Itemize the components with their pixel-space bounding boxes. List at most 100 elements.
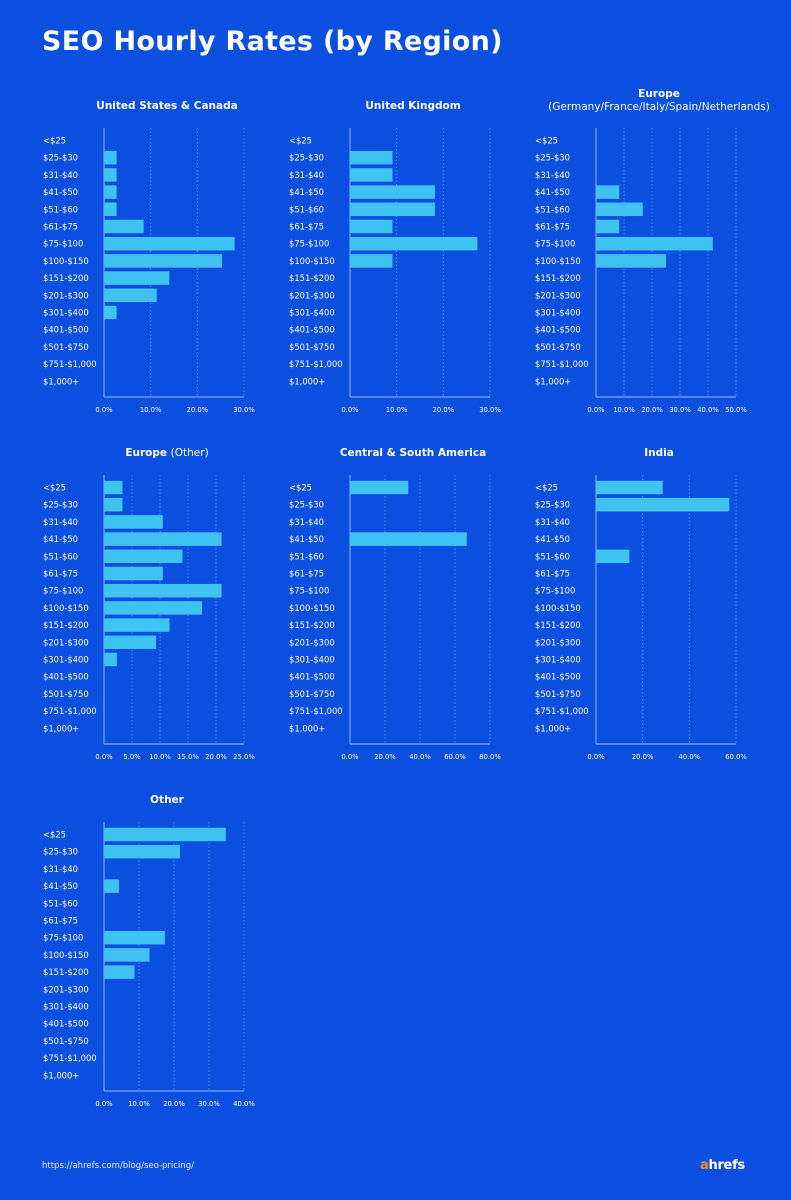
x-tick-label: 10.0%: [149, 753, 171, 761]
bar: [104, 305, 117, 320]
bar: [350, 254, 393, 268]
bar: [104, 515, 163, 529]
category-label: <$25: [43, 136, 66, 146]
category-label: $100-$150: [43, 256, 89, 266]
category-label: <$25: [289, 136, 312, 146]
category-label: $51-$60: [535, 551, 570, 561]
category-label: $301-$400: [535, 655, 581, 665]
category-label: $501-$750: [43, 1036, 89, 1046]
x-tick-label: 10.0%: [613, 406, 635, 414]
bar: [104, 202, 117, 217]
category-label: $751-$1,000: [43, 1053, 97, 1063]
category-label: $401-$500: [43, 325, 89, 335]
category-label: $751-$1,000: [289, 359, 343, 369]
category-label: $501-$750: [289, 342, 335, 352]
category-label: $61-$75: [43, 222, 78, 232]
category-label: $151-$200: [289, 273, 335, 283]
x-tick-label: 30.0%: [198, 1100, 220, 1108]
x-tick-label: 20.0%: [374, 753, 396, 761]
category-label: $41-$50: [535, 534, 570, 544]
x-tick-label: 20.0%: [187, 406, 209, 414]
chart-title: United Kingdom: [288, 100, 538, 113]
category-label: $75-$100: [289, 239, 329, 249]
bar: [104, 652, 117, 667]
x-tick-label: 20.0%: [632, 753, 654, 761]
category-label: $1,000+: [289, 723, 325, 733]
x-tick-label: 0.0%: [95, 406, 113, 414]
category-label: $61-$75: [43, 916, 78, 926]
category-label: $31-$40: [289, 170, 324, 180]
category-label: $51-$60: [289, 551, 324, 561]
category-label: $25-$30: [289, 500, 324, 510]
x-tick-label: 0.0%: [95, 753, 113, 761]
category-label: <$25: [535, 483, 558, 493]
category-label: $41-$50: [43, 881, 78, 891]
category-label: $61-$75: [289, 569, 324, 579]
x-tick-label: 10.0%: [128, 1100, 150, 1108]
category-label: $25-$30: [535, 500, 570, 510]
bar: [104, 844, 180, 859]
category-label: $1,000+: [43, 376, 79, 386]
x-tick-label: 40.0%: [697, 406, 719, 414]
category-label: <$25: [43, 483, 66, 493]
bar: [104, 618, 170, 632]
bar: [104, 635, 157, 650]
category-label: $201-$300: [43, 290, 89, 300]
chart-europe-other: Europe (Other) <$25 $25-$30 $31-$40 $41-$50…: [42, 441, 292, 781]
category-label: $31-$40: [43, 170, 78, 180]
category-label: $501-$750: [43, 342, 89, 352]
category-label: $301-$400: [43, 655, 89, 665]
category-label: <$25: [289, 483, 312, 493]
category-label: $1,000+: [43, 723, 79, 733]
chart-subtitle: (Germany/France/Italy/Spain/Netherlands): [548, 101, 770, 113]
chart-plot: <$25 $25-$30 $31-$40 $41-$50 $51-$60 $61-$75 $…: [43, 475, 255, 761]
category-label: $301-$400: [535, 308, 581, 318]
category-label: $751-$1,000: [43, 359, 97, 369]
category-label: $501-$750: [43, 689, 89, 699]
x-tick-label: 60.0%: [725, 753, 747, 761]
category-label: $75-$100: [289, 586, 329, 596]
bar: [350, 532, 467, 546]
category-label: $501-$750: [535, 342, 581, 352]
bar: [350, 168, 393, 182]
bar: [104, 236, 235, 251]
x-tick-label: 20.0%: [641, 406, 663, 414]
bar: [104, 288, 157, 303]
bar: [596, 219, 620, 234]
chart-plot: <$25 $25-$30 $31-$40 $41-$50 $51-$60 $61-$75 $…: [535, 475, 747, 761]
bar: [104, 168, 117, 182]
bar: [104, 930, 165, 945]
category-label: $75-$100: [535, 586, 575, 596]
chart-plot: <$25 $25-$30 $31-$40 $41-$50 $51-$60 $61-$75 $…: [289, 128, 501, 414]
category-label: $301-$400: [289, 308, 335, 318]
bar: [350, 236, 478, 251]
bar: [350, 219, 393, 234]
chart-title-main: India: [644, 447, 674, 459]
bar: [104, 965, 135, 979]
chart-title-main: United Kingdom: [365, 100, 461, 112]
bar: [596, 202, 643, 217]
bar: [104, 254, 223, 268]
category-label: $31-$40: [289, 517, 324, 527]
category-label: $401-$500: [43, 672, 89, 682]
category-label: $25-$30: [43, 847, 78, 857]
category-label: $100-$150: [43, 603, 89, 613]
category-label: $100-$150: [289, 256, 335, 266]
category-label: $51-$60: [43, 551, 78, 561]
x-tick-label: 40.0%: [409, 753, 431, 761]
x-tick-label: 0.0%: [341, 753, 359, 761]
x-tick-label: 20.0%: [433, 406, 455, 414]
chart-us-canada: United States & Canada <$25 $25-$30 $31-$4…: [42, 94, 292, 434]
category-label: $201-$300: [535, 290, 581, 300]
chart-united-kingdom: United Kingdom <$25 $25-$30 $31-$40 $41-$50…: [288, 94, 538, 434]
category-label: $1,000+: [289, 376, 325, 386]
bar: [104, 480, 123, 495]
category-label: $151-$200: [43, 273, 89, 283]
category-label: $75-$100: [43, 933, 83, 943]
category-label: $401-$500: [535, 672, 581, 682]
source-url[interactable]: https://ahrefs.com/blog/seo-pricing/: [42, 1161, 194, 1171]
ahrefs-logo: ahrefs: [700, 1158, 745, 1173]
category-label: $31-$40: [535, 517, 570, 527]
category-label: $201-$300: [43, 984, 89, 994]
bar: [350, 202, 435, 217]
